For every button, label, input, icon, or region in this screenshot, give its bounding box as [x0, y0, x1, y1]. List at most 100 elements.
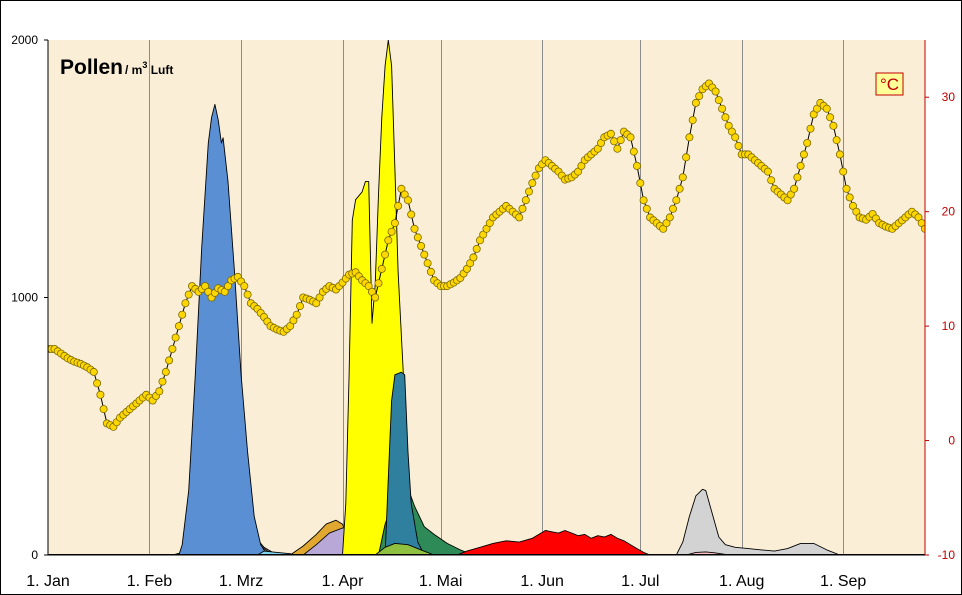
temperature-point: [695, 92, 704, 101]
temperature-point: [390, 219, 399, 228]
pollen-series-3: [178, 103, 268, 555]
temperature-point: [665, 213, 674, 222]
temperature-point: [642, 204, 651, 213]
temperature-point: [89, 367, 98, 376]
month-label: 1. Mrz: [219, 573, 263, 590]
left-tick-label: 1000: [11, 291, 38, 305]
temperature-point: [181, 299, 190, 308]
temperature-point: [921, 224, 925, 233]
temperature-point: [426, 267, 435, 276]
temperature-point: [403, 196, 412, 205]
month-label: 1. Jan: [26, 573, 70, 590]
temperature-point: [93, 379, 102, 388]
temperature-point: [633, 161, 642, 170]
month-label: 1. Sep: [820, 573, 866, 590]
temperature-point: [711, 87, 720, 96]
temperature-point: [515, 213, 524, 222]
temperature-point: [243, 290, 252, 299]
pollen-series-12: [675, 488, 841, 555]
temperature-point: [606, 129, 615, 138]
temperature-point: [763, 167, 772, 176]
right-tick-label: 10: [942, 319, 956, 333]
temperature-point: [295, 302, 304, 311]
temperature-point: [525, 187, 534, 196]
temperature-point: [374, 279, 383, 288]
temperature-point: [531, 171, 540, 180]
temperature-point: [371, 293, 380, 302]
temperature-point: [469, 253, 478, 262]
temperature-point: [796, 161, 805, 170]
temperature-point: [842, 184, 851, 193]
temperature-point: [387, 227, 396, 236]
temperature-point: [803, 138, 812, 147]
temperature-point: [99, 405, 108, 414]
temperature-point: [413, 233, 422, 242]
temperature-point: [691, 98, 700, 107]
temperature-point: [636, 179, 645, 188]
temperature-point: [292, 310, 301, 319]
temperature-point: [734, 141, 743, 150]
month-label: 1. Mai: [419, 573, 463, 590]
temperature-point: [168, 344, 177, 353]
temperature-point: [826, 113, 835, 122]
temperature-point: [669, 204, 678, 213]
pollen-series-11: [456, 530, 651, 555]
right-tick-label: 30: [942, 90, 956, 104]
temperature-point: [685, 133, 694, 142]
temperature-point: [171, 333, 180, 342]
temperature-point: [675, 184, 684, 193]
temperature-point: [793, 173, 802, 182]
plot-background: [48, 40, 925, 555]
temperature-point: [161, 367, 170, 376]
temperature-point: [799, 150, 808, 159]
temperature-point: [384, 236, 393, 245]
temperature-point: [240, 282, 249, 291]
month-label: 1. Jun: [520, 573, 564, 590]
temperature-point: [721, 113, 730, 122]
temperature-point: [518, 204, 527, 213]
temperature-point: [410, 224, 419, 233]
temperature-point: [417, 241, 426, 250]
temperature-point: [613, 144, 622, 153]
temperature-point: [521, 196, 530, 205]
right-tick-label: 20: [942, 205, 956, 219]
pollen-series-9: [384, 371, 425, 555]
temperature-point: [610, 137, 619, 146]
temperature-point: [845, 193, 854, 202]
right-tick-label: 0: [948, 434, 955, 448]
temperature-point: [165, 356, 174, 365]
temperature-point: [423, 259, 432, 268]
temperature-point: [639, 196, 648, 205]
temperature-point: [629, 147, 638, 156]
temperature-point: [672, 196, 681, 205]
temperature-point: [839, 167, 848, 176]
month-label: 1. Apr: [322, 573, 364, 590]
month-labels: 1. Jan 1. Feb 1. Mrz 1. Apr 1. Mai 1. Jun 1. J…: [26, 573, 866, 590]
temperature-point: [767, 176, 776, 185]
temperature-point: [832, 136, 841, 145]
celsius-unit-label: °C: [880, 75, 899, 94]
month-label: 1. Feb: [127, 573, 172, 590]
temperature-point: [678, 173, 687, 182]
temperature-point: [688, 116, 697, 125]
temperature-point: [407, 210, 416, 219]
temperature-point: [682, 153, 691, 162]
temperature-point: [626, 133, 635, 142]
temperature-point: [822, 104, 831, 113]
temperature-point: [790, 184, 799, 193]
temperature-point: [835, 150, 844, 159]
temperature-point: [714, 96, 723, 105]
temperature-point: [420, 250, 429, 259]
temperature-point: [96, 390, 105, 399]
left-tick-label: 0: [31, 548, 38, 562]
month-label: 1. Jul: [621, 573, 659, 590]
temperature-point: [184, 290, 193, 299]
temperature-point: [806, 124, 815, 133]
celsius-unit-box: [875, 72, 904, 96]
temperature-point: [377, 264, 386, 273]
right-tick-label: -10: [938, 548, 956, 562]
temperature-point: [472, 244, 481, 253]
temperature-point: [616, 136, 625, 145]
